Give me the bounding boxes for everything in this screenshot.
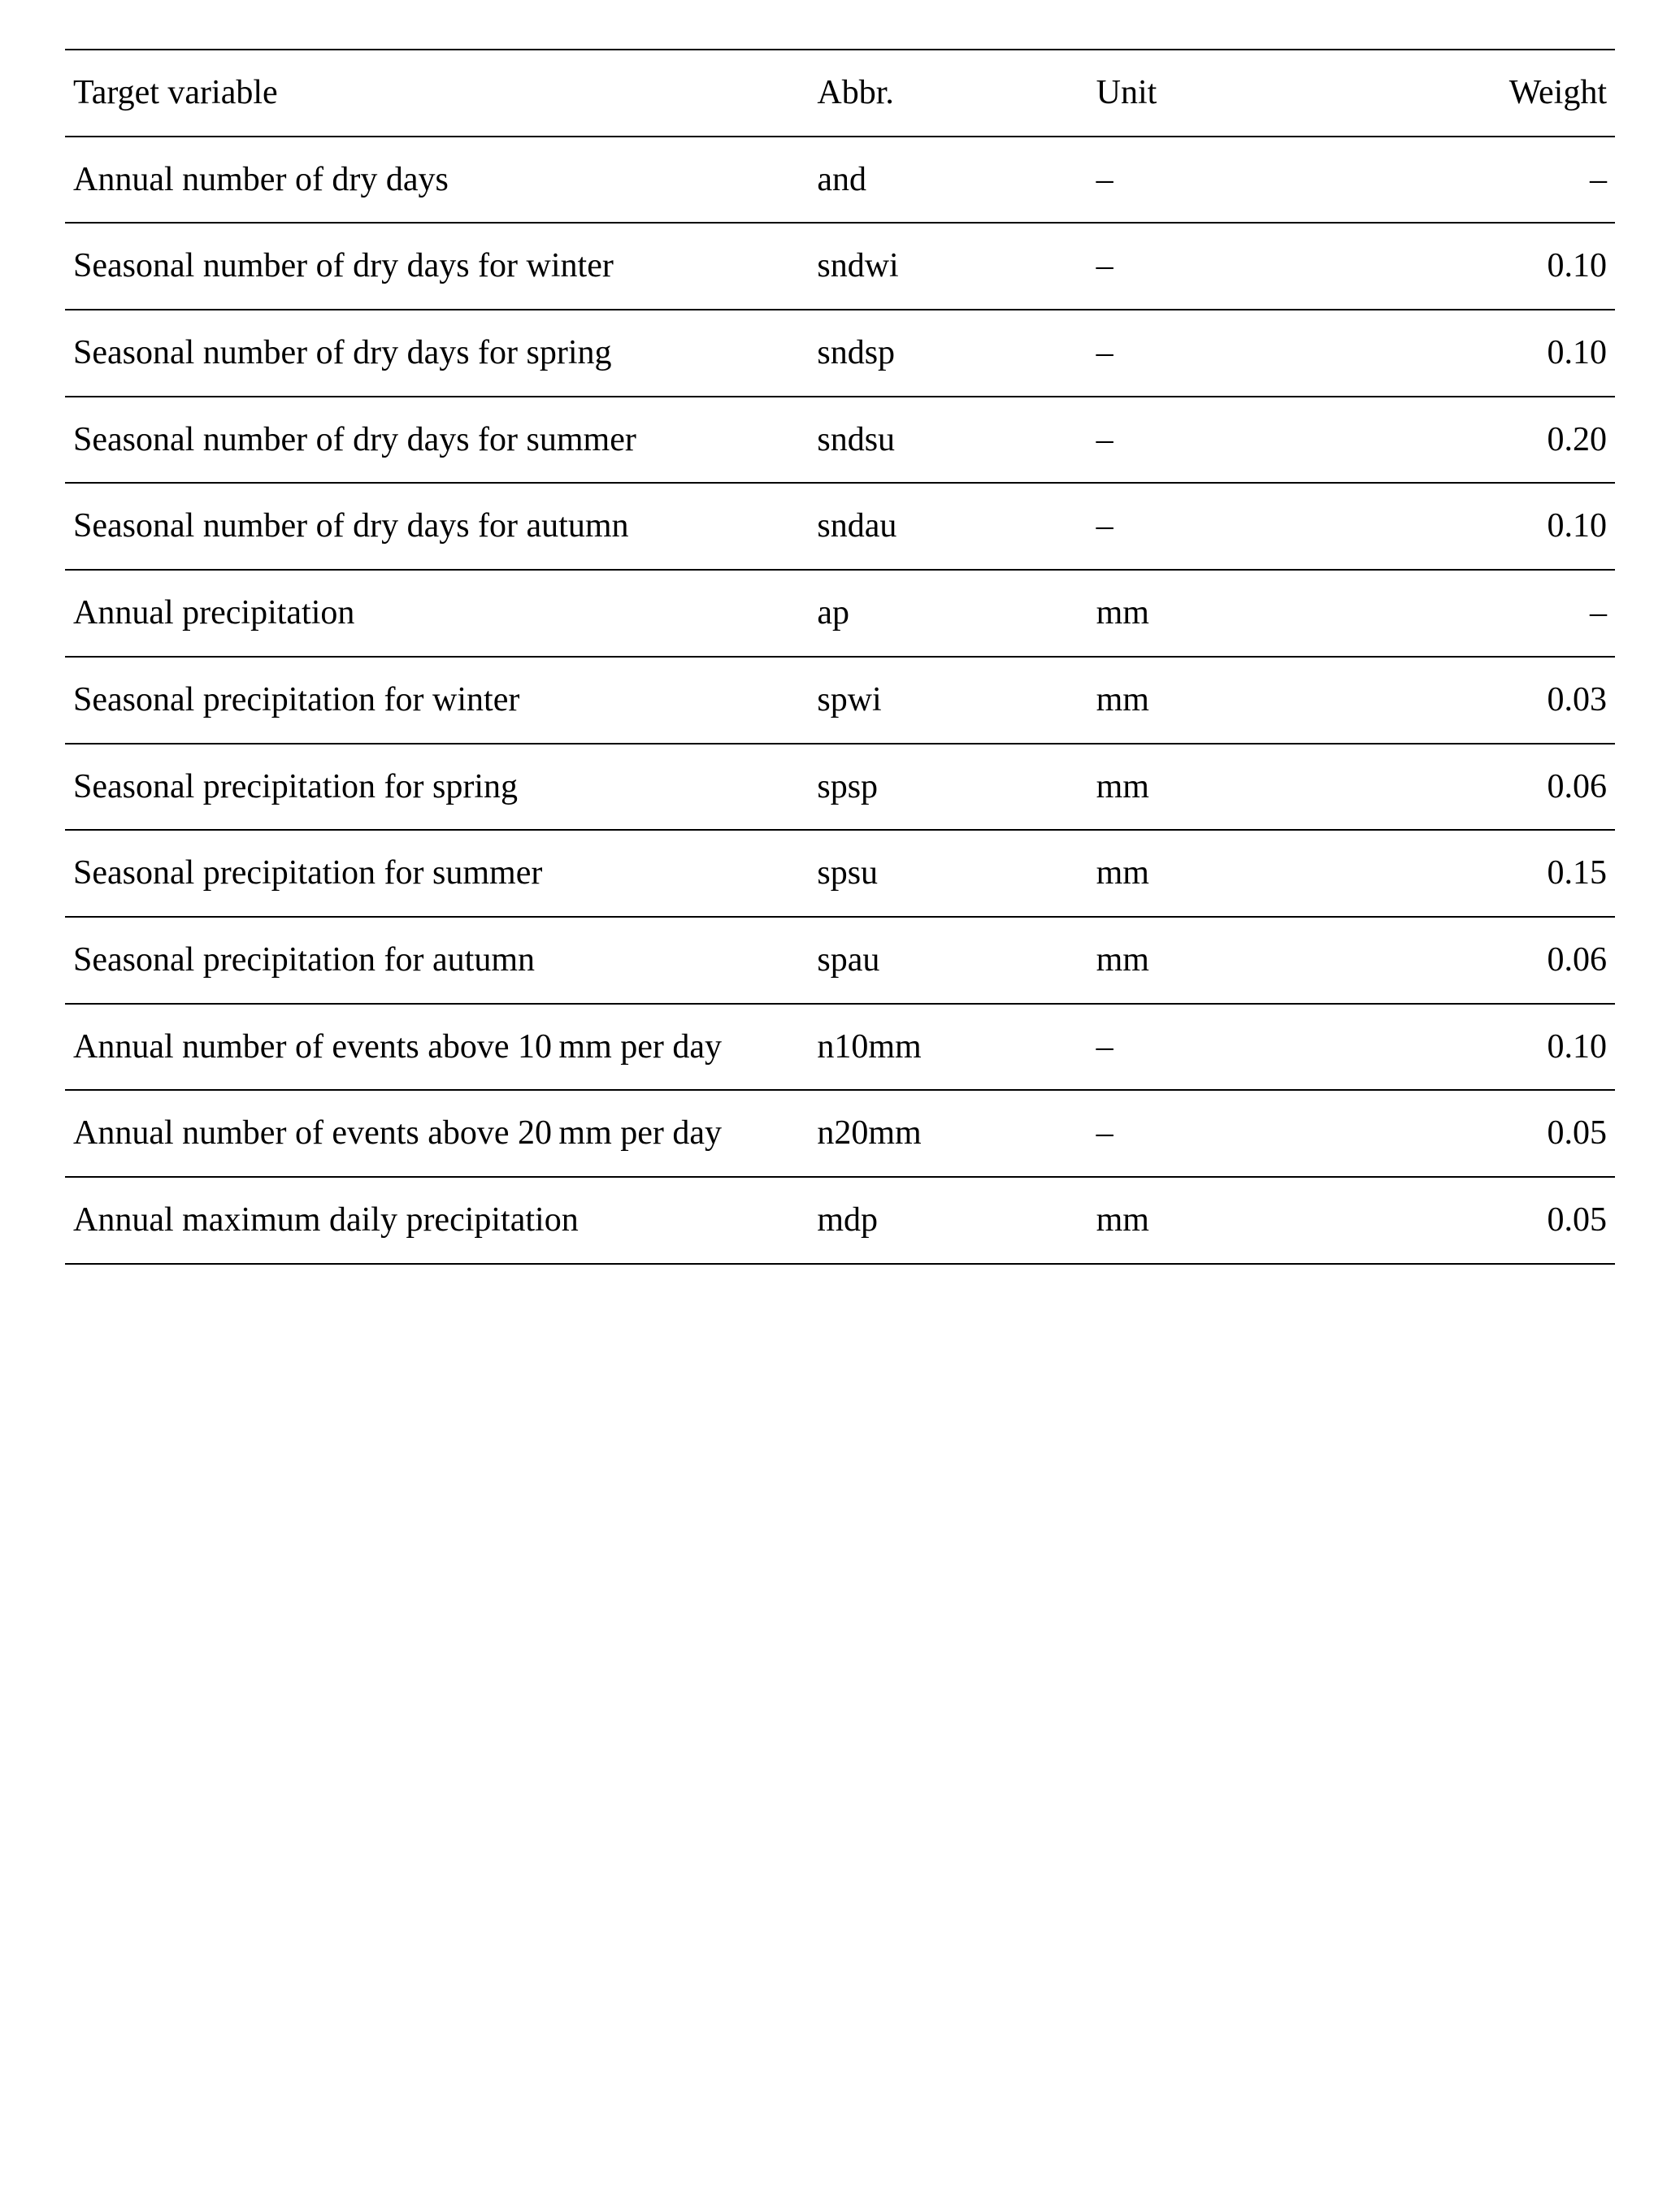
cell-variable: Annual precipitation [65, 570, 809, 657]
table-row: Annual number of events above 10 mm per … [65, 1004, 1615, 1091]
table-row: Seasonal number of dry days for autumn s… [65, 483, 1615, 570]
cell-abbr: mdp [809, 1177, 1087, 1264]
table-row: Annual maximum daily precipitation mdp m… [65, 1177, 1615, 1264]
table-row: Seasonal number of dry days for summer s… [65, 397, 1615, 484]
table-body: Annual number of dry days and – – Season… [65, 137, 1615, 1264]
header-abbr: Abbr. [809, 50, 1087, 137]
table-row: Seasonal precipitation for winter spwi m… [65, 657, 1615, 744]
cell-weight: 0.03 [1305, 657, 1615, 744]
cell-variable: Seasonal number of dry days for spring [65, 310, 809, 397]
cell-abbr: and [809, 137, 1087, 224]
variables-table: Target variable Abbr. Unit Weight Annual… [65, 49, 1615, 1265]
cell-abbr: n20mm [809, 1090, 1087, 1177]
table-row: Annual precipitation ap mm – [65, 570, 1615, 657]
cell-variable: Seasonal number of dry days for winter [65, 223, 809, 310]
cell-weight: 0.06 [1305, 744, 1615, 831]
cell-abbr: ap [809, 570, 1087, 657]
cell-unit: – [1088, 137, 1305, 224]
cell-weight: 0.20 [1305, 397, 1615, 484]
cell-unit: – [1088, 310, 1305, 397]
cell-variable: Annual number of dry days [65, 137, 809, 224]
cell-abbr: sndwi [809, 223, 1087, 310]
cell-variable: Annual number of events above 20 mm per … [65, 1090, 809, 1177]
table-row: Seasonal number of dry days for spring s… [65, 310, 1615, 397]
cell-abbr: sndsu [809, 397, 1087, 484]
cell-unit: – [1088, 1004, 1305, 1091]
cell-weight: 0.05 [1305, 1090, 1615, 1177]
cell-weight: 0.10 [1305, 1004, 1615, 1091]
table-row: Annual number of dry days and – – [65, 137, 1615, 224]
cell-abbr: spsp [809, 744, 1087, 831]
header-target-variable: Target variable [65, 50, 809, 137]
cell-weight: 0.05 [1305, 1177, 1615, 1264]
cell-abbr: spsu [809, 830, 1087, 917]
cell-variable: Annual maximum daily precipitation [65, 1177, 809, 1264]
cell-weight: – [1305, 570, 1615, 657]
cell-variable: Seasonal number of dry days for autumn [65, 483, 809, 570]
cell-variable: Annual number of events above 10 mm per … [65, 1004, 809, 1091]
cell-abbr: n10mm [809, 1004, 1087, 1091]
table-row: Seasonal precipitation for summer spsu m… [65, 830, 1615, 917]
cell-abbr: sndau [809, 483, 1087, 570]
cell-variable: Seasonal precipitation for autumn [65, 917, 809, 1004]
cell-variable: Seasonal number of dry days for summer [65, 397, 809, 484]
cell-variable: Seasonal precipitation for summer [65, 830, 809, 917]
table-row: Seasonal precipitation for autumn spau m… [65, 917, 1615, 1004]
cell-unit: mm [1088, 570, 1305, 657]
cell-abbr: sndsp [809, 310, 1087, 397]
cell-unit: mm [1088, 917, 1305, 1004]
cell-unit: mm [1088, 744, 1305, 831]
table-row: Seasonal precipitation for spring spsp m… [65, 744, 1615, 831]
cell-unit: mm [1088, 1177, 1305, 1264]
cell-unit: – [1088, 1090, 1305, 1177]
header-weight: Weight [1305, 50, 1615, 137]
cell-abbr: spwi [809, 657, 1087, 744]
table-row: Annual number of events above 20 mm per … [65, 1090, 1615, 1177]
header-unit: Unit [1088, 50, 1305, 137]
cell-weight: – [1305, 137, 1615, 224]
cell-weight: 0.10 [1305, 483, 1615, 570]
cell-weight: 0.10 [1305, 310, 1615, 397]
cell-weight: 0.10 [1305, 223, 1615, 310]
cell-abbr: spau [809, 917, 1087, 1004]
table-row: Seasonal number of dry days for winter s… [65, 223, 1615, 310]
cell-variable: Seasonal precipitation for spring [65, 744, 809, 831]
cell-variable: Seasonal precipitation for winter [65, 657, 809, 744]
cell-unit: – [1088, 483, 1305, 570]
cell-unit: mm [1088, 657, 1305, 744]
cell-unit: – [1088, 223, 1305, 310]
cell-weight: 0.06 [1305, 917, 1615, 1004]
table-header-row: Target variable Abbr. Unit Weight [65, 50, 1615, 137]
cell-unit: mm [1088, 830, 1305, 917]
cell-unit: – [1088, 397, 1305, 484]
cell-weight: 0.15 [1305, 830, 1615, 917]
